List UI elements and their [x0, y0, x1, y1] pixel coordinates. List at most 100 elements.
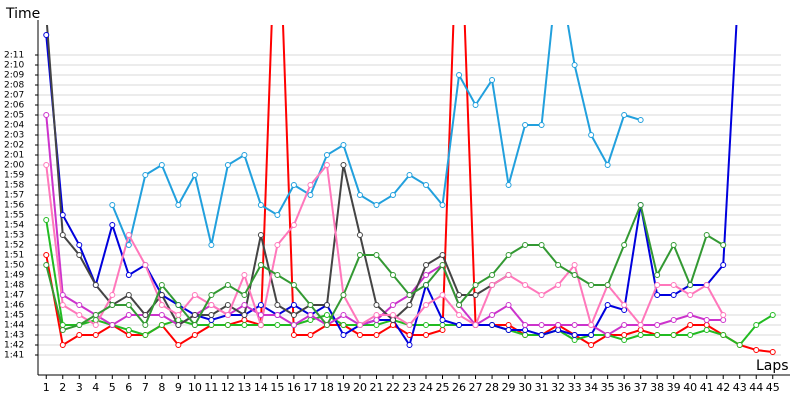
point: [125, 242, 132, 248]
x-tick-label: 32: [551, 381, 565, 394]
point: [43, 162, 50, 168]
point: [241, 272, 248, 278]
point: [158, 292, 165, 298]
x-tick-label: 22: [386, 381, 400, 394]
point: [125, 272, 132, 278]
point: [687, 312, 694, 318]
point: [290, 322, 297, 328]
y-tick-label: 1:47: [4, 291, 24, 301]
point: [555, 322, 562, 328]
point: [753, 347, 760, 353]
series-line: [45, 162, 725, 329]
point: [125, 292, 132, 298]
point: [59, 327, 66, 333]
point: [472, 292, 479, 298]
x-tick-label: 44: [749, 381, 763, 394]
point: [43, 262, 50, 268]
point: [439, 262, 446, 268]
x-tick-label: 43: [733, 381, 747, 394]
point: [257, 302, 264, 308]
point: [125, 327, 132, 333]
point: [505, 322, 512, 328]
point: [257, 262, 264, 268]
point: [76, 302, 83, 308]
point: [208, 312, 215, 318]
point: [175, 342, 182, 348]
point: [356, 332, 363, 338]
point: [769, 312, 776, 318]
point: [538, 122, 545, 128]
point: [224, 322, 231, 328]
point: [175, 202, 182, 208]
x-tick-label: 12: [221, 381, 235, 394]
y-tick-label: 1:56: [4, 201, 24, 211]
x-tick-label: 36: [617, 381, 631, 394]
point: [538, 322, 545, 328]
point: [522, 122, 529, 128]
y-tick-label: 2:03: [4, 131, 24, 141]
point: [307, 317, 314, 323]
point: [637, 332, 644, 338]
point: [142, 262, 149, 268]
y-tick-label: 1:59: [4, 171, 24, 181]
point: [373, 322, 380, 328]
point: [703, 317, 710, 323]
point: [423, 182, 430, 188]
point: [175, 312, 182, 318]
point: [340, 292, 347, 298]
point: [687, 282, 694, 288]
point: [125, 332, 132, 338]
point: [241, 302, 248, 308]
y-tick-label: 1:50: [4, 261, 24, 271]
x-tick-label: 17: [303, 381, 317, 394]
point: [109, 302, 116, 308]
point: [307, 182, 314, 188]
x-tick-label: 23: [403, 381, 417, 394]
point: [720, 242, 727, 248]
point: [241, 152, 248, 158]
point: [654, 282, 661, 288]
x-tick-label: 33: [568, 381, 582, 394]
point: [208, 242, 215, 248]
point: [373, 317, 380, 323]
y-tick-label: 1:41: [4, 351, 24, 361]
series-line: [45, 201, 724, 332]
point: [604, 332, 611, 338]
point: [522, 242, 529, 248]
point: [621, 302, 628, 308]
point: [92, 317, 99, 323]
point: [340, 142, 347, 148]
y-tick-label: 2:08: [4, 81, 24, 91]
point: [522, 322, 529, 328]
point: [76, 242, 83, 248]
point: [274, 322, 281, 328]
point: [373, 332, 380, 338]
point: [439, 322, 446, 328]
point: [274, 242, 281, 248]
point: [389, 302, 396, 308]
point: [687, 332, 694, 338]
point: [92, 332, 99, 338]
point: [489, 282, 496, 288]
point: [373, 252, 380, 258]
point: [241, 312, 248, 318]
y-tick-label: 1:51: [4, 251, 24, 261]
point: [753, 322, 760, 328]
point: [43, 32, 50, 38]
point: [175, 322, 182, 328]
y-tick-label: 1:42: [4, 341, 24, 351]
x-tick-label: 7: [142, 381, 149, 394]
point: [224, 162, 231, 168]
point: [109, 222, 116, 228]
point: [538, 242, 545, 248]
point: [621, 322, 628, 328]
point: [307, 332, 314, 338]
point: [191, 322, 198, 328]
point: [720, 262, 727, 268]
x-tick-label: 18: [320, 381, 334, 394]
x-tick-label: 29: [502, 381, 516, 394]
point: [555, 327, 562, 333]
y-tick-label: 1:55: [4, 211, 24, 221]
point: [769, 349, 776, 355]
